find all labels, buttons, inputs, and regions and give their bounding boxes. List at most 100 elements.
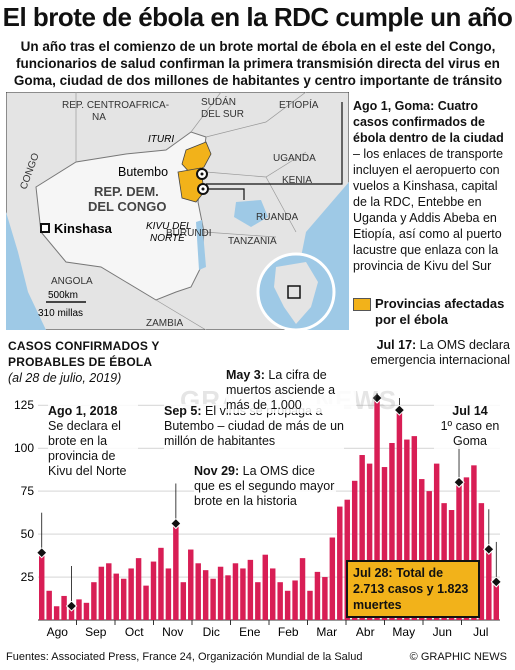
bar [396, 412, 403, 620]
annotation-nov29-date: Nov 29: [194, 464, 240, 478]
bar [277, 582, 283, 620]
bar [46, 590, 52, 620]
annotation-marker [170, 517, 182, 530]
x-tick-label: Dic [203, 625, 220, 639]
bar [389, 442, 395, 620]
bar [270, 568, 276, 620]
bar [255, 582, 261, 620]
annotation-nov29: Nov 29: La OMS dice que es el segundo ma… [194, 464, 336, 509]
x-tick-label: Sep [85, 625, 107, 639]
bar [39, 554, 45, 620]
bar [195, 563, 201, 620]
annotation-ago1-date: Ago 1, 2018 [48, 404, 118, 418]
y-tick-label: 100 [14, 441, 34, 455]
annotation-marker [453, 476, 465, 488]
bar [411, 436, 418, 620]
annotation-marker [36, 546, 48, 559]
bar [344, 499, 350, 620]
country-label-ethiopia: ETIOPÍA [279, 98, 319, 111]
country-label-tanzania: TANZANIA [228, 236, 277, 247]
bar [68, 607, 75, 620]
scale-miles: 310 millas [38, 308, 83, 319]
bar [180, 582, 187, 620]
province-label-ituri: ITURI [148, 134, 174, 145]
total-callout: Jul 28: Total de 2.713 casos y 1.823 mue… [346, 560, 480, 618]
goma-leader-line [209, 188, 245, 200]
bar [165, 568, 172, 620]
chart: 25 50 75 100 125 Ago Sep Oct Nov Dic Ene Feb Mar Abr… [14, 392, 502, 639]
goma-note: Ago 1, Goma: Cuatro casos confirmados de… [353, 98, 511, 274]
bar [284, 590, 291, 620]
y-tick-label: 50 [21, 527, 35, 541]
country-label-car: REP. CENTROAFRICA- [62, 100, 169, 111]
legend-swatch [353, 298, 371, 311]
bar [366, 463, 373, 620]
annotation-may3-date: May 3: [226, 368, 265, 382]
annotation-jul14-date: Jul 14 [452, 404, 488, 418]
province-label-kivu: KIVU DEL [146, 221, 192, 232]
bar [247, 559, 254, 620]
bar [471, 465, 477, 620]
kinshasa-marker [40, 223, 50, 233]
bar [113, 573, 119, 620]
svg-text:DEL CONGO: DEL CONGO [88, 199, 167, 214]
annotation-may3: May 3: La cifra de muertos asciende a má… [226, 368, 356, 413]
bar [202, 570, 209, 620]
bar [150, 561, 157, 620]
bar [225, 575, 231, 620]
annotation-jul14: Jul 14 1º caso en Goma [434, 404, 506, 449]
annotation-nov29-text: La OMS dice que es el segundo mayor brot… [194, 464, 335, 508]
scale-km: 500km [48, 290, 78, 301]
lake-tanganyika [196, 220, 206, 270]
country-label-zambia: ZAMBIA [146, 318, 184, 329]
x-tick-label: Abr [356, 625, 375, 639]
bar [463, 477, 470, 620]
x-tick-label: Mar [316, 625, 337, 639]
bar [322, 577, 328, 620]
ituri-province [181, 141, 212, 175]
bar [433, 463, 440, 620]
country-label-angola: ANGOLA [51, 276, 93, 287]
city-label-kinshasa: Kinshasa [54, 221, 113, 236]
svg-text:NORTE: NORTE [150, 233, 185, 244]
city-label-butembo: Butembo [118, 165, 168, 179]
country-label-burundi: BURUNDI [166, 228, 212, 239]
bar [98, 566, 105, 620]
country-label-south-sudan: SUDÁN [201, 95, 236, 108]
annotation-jul17: Jul 17: La OMS declara emergencia intern… [354, 338, 510, 368]
country-borders [75, 92, 307, 330]
bar [262, 554, 268, 620]
bar [359, 455, 365, 620]
bar [419, 479, 425, 620]
x-tick-label: Jun [433, 625, 452, 639]
bar [292, 580, 298, 620]
annotation-jul17-text: La OMS declara emergencia internacional [370, 338, 510, 367]
bar [381, 467, 388, 620]
goma-note-heading: Ago 1, Goma: Cuatro casos confirmados de… [353, 99, 504, 145]
bar [426, 491, 432, 620]
annotation-marker [483, 543, 495, 555]
annotation-jul17-date: Jul 17: [376, 338, 417, 352]
bar [173, 525, 179, 620]
bar [314, 571, 321, 620]
bar [76, 599, 82, 620]
bar [135, 558, 142, 620]
bar [337, 506, 343, 620]
bar [351, 480, 358, 620]
x-tick-label: Ene [239, 625, 261, 639]
y-tick-label: 25 [21, 570, 35, 584]
goma-note-text: – los enlaces de transporte incluyen el … [353, 147, 504, 273]
callout-leader-line [206, 102, 343, 185]
annotation-jul14-text: 1º caso en Goma [440, 419, 500, 448]
lake-victoria [234, 200, 268, 227]
bar [61, 595, 67, 620]
bar [493, 583, 499, 620]
bar [232, 563, 239, 620]
ocean [6, 212, 46, 330]
annotation-marker [393, 404, 406, 416]
x-tick-label: Jul [473, 625, 488, 639]
bar [106, 563, 112, 620]
annotation-sep5-date: Sep 5: [164, 404, 202, 418]
bar [478, 503, 485, 620]
bar [158, 547, 164, 620]
